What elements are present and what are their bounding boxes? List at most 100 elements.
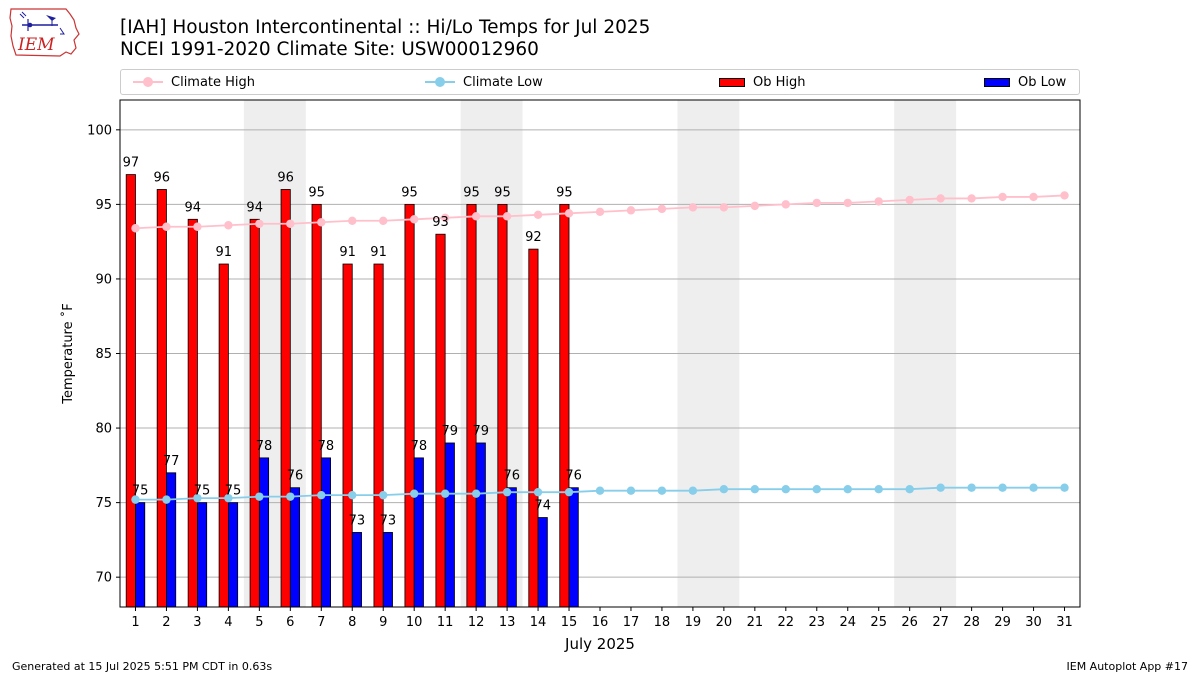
x-tick-label-12: 12	[468, 615, 485, 630]
climate-high-point-18	[657, 204, 667, 214]
legend-label-climate-high: Climate High	[171, 74, 256, 90]
chart-legend: Climate High Climate Low Ob High Ob Low	[120, 69, 1080, 95]
ob-low-bar-14	[537, 517, 548, 608]
climate-high-point-19	[688, 203, 698, 212]
ob-low-bar-1	[135, 502, 146, 608]
x-tick-label-23: 23	[809, 615, 826, 630]
ob-low-bar-11	[444, 442, 455, 608]
climate-low-point-13	[502, 487, 512, 497]
y-tick-label-100: 100	[87, 123, 112, 138]
ob-high-label-7: 95	[308, 185, 325, 200]
climate-high-point-27	[936, 194, 945, 203]
x-tick-label-17: 17	[623, 615, 640, 630]
climate-high-point-10	[409, 215, 419, 224]
ob-high-bar-12	[466, 203, 477, 608]
ob-low-label-6: 76	[287, 469, 304, 484]
climate-low-point-6	[286, 492, 295, 501]
climate-high-point-15	[564, 209, 574, 218]
climate-high-point-14	[533, 210, 543, 220]
climate-high-point-29	[998, 192, 1007, 202]
climate-high-point-13	[502, 212, 512, 221]
climate-lines	[131, 191, 1069, 504]
y-gridlines	[120, 129, 1080, 578]
climate-high-point-1	[131, 224, 140, 233]
legend-label-climate-low: Climate Low	[463, 74, 543, 90]
app-credit: IEM Autoplot App #17	[1066, 660, 1189, 673]
climate-low-point-5	[255, 492, 264, 501]
logo-text: IEM	[17, 35, 55, 55]
y-tick-label-85: 85	[95, 347, 112, 362]
climate-high-point-21	[750, 201, 760, 211]
ob-high-bar-2	[156, 189, 167, 608]
legend-label-ob-low: Ob Low	[1018, 74, 1067, 90]
ob-low-bar-2	[166, 472, 177, 608]
y-tick-label-75: 75	[95, 496, 112, 511]
x-tick-label-24: 24	[839, 615, 856, 630]
ob-high-bar-5	[249, 218, 260, 608]
iem-logo[interactable]: IEM	[8, 6, 80, 58]
chart-title: [IAH] Houston Intercontinental :: Hi/Lo …	[120, 17, 651, 38]
ob-high-label-8: 91	[339, 245, 356, 260]
ob-low-bar-5	[258, 457, 270, 608]
climate-low-point-15	[564, 487, 574, 497]
ob-low-label-8: 73	[349, 513, 366, 528]
chart-subtitle: NCEI 1991-2020 Climate Site: USW00012960	[120, 39, 539, 60]
x-tick-label-8: 8	[348, 615, 356, 630]
y-tick-label-95: 95	[95, 198, 112, 213]
climate-low-point-29	[998, 483, 1007, 492]
ob-high-label-2: 96	[154, 170, 171, 185]
y-tick-label-80: 80	[95, 422, 112, 437]
climate-low-point-27	[936, 483, 945, 492]
y-tick-label-90: 90	[95, 272, 112, 287]
x-tick-label-20: 20	[716, 615, 733, 630]
ob-high-label-6: 96	[277, 170, 294, 185]
ob-low-label-14: 74	[534, 499, 551, 514]
climate-low-point-3	[193, 493, 202, 503]
climate-high-point-3	[193, 222, 202, 231]
ob-high-bar-8	[342, 263, 353, 608]
climate-low-point-18	[657, 486, 667, 495]
x-tick-label-9: 9	[379, 615, 387, 630]
x-tick-label-15: 15	[561, 615, 578, 630]
x-tick-label-7: 7	[317, 615, 325, 630]
ob-low-bar-10	[413, 457, 424, 608]
x-tick-label-22: 22	[778, 615, 795, 630]
climate-low-point-8	[348, 490, 357, 500]
x-tick-label-10: 10	[406, 615, 423, 630]
x-tick-label-4: 4	[224, 615, 232, 630]
climate-low-point-12	[471, 489, 481, 498]
ob-high-bar-1	[125, 174, 136, 608]
climate-high-point-31	[1060, 191, 1069, 200]
ob-high-bar-3	[187, 218, 198, 608]
legend-item-climate-low: Climate Low	[425, 70, 543, 94]
generated-timestamp: Generated at 15 Jul 2025 5:51 PM CDT in …	[12, 660, 273, 673]
ob-high-label-4: 91	[215, 245, 232, 260]
x-axis-label: July 2025	[564, 635, 635, 653]
ob-low-label-10: 78	[411, 439, 428, 454]
y-axis-label: Temperature ˚F	[60, 303, 76, 404]
ob-low-label-2: 77	[163, 454, 180, 469]
x-tick-label-31: 31	[1056, 615, 1073, 630]
climate-high-point-17	[626, 206, 636, 215]
ob-high-label-14: 92	[525, 230, 542, 245]
climate-high-point-28	[967, 194, 976, 203]
climate-high-point-20	[719, 203, 729, 212]
ob-low-label-3: 75	[194, 484, 211, 499]
climate-low-point-22	[781, 484, 791, 494]
ob-high-bar-10	[404, 203, 415, 608]
ob-low-label-1: 75	[132, 484, 149, 499]
ob-high-bar-11	[435, 233, 446, 608]
legend-label-ob-high: Ob High	[753, 74, 806, 90]
climate-high-point-24	[843, 198, 852, 208]
ob-high-bar-13	[497, 203, 508, 608]
climate-high-point-12	[471, 212, 481, 221]
ob-high-label-5: 94	[246, 200, 263, 215]
observed-bars	[125, 174, 579, 608]
ob-low-bar-7	[320, 457, 331, 608]
legend-item-ob-high: Ob High	[719, 70, 806, 94]
climate-high-point-9	[379, 216, 388, 225]
ob-low-bar-15	[568, 487, 579, 608]
ob-low-label-7: 78	[318, 439, 335, 454]
ob-low-bar-13	[506, 487, 517, 608]
